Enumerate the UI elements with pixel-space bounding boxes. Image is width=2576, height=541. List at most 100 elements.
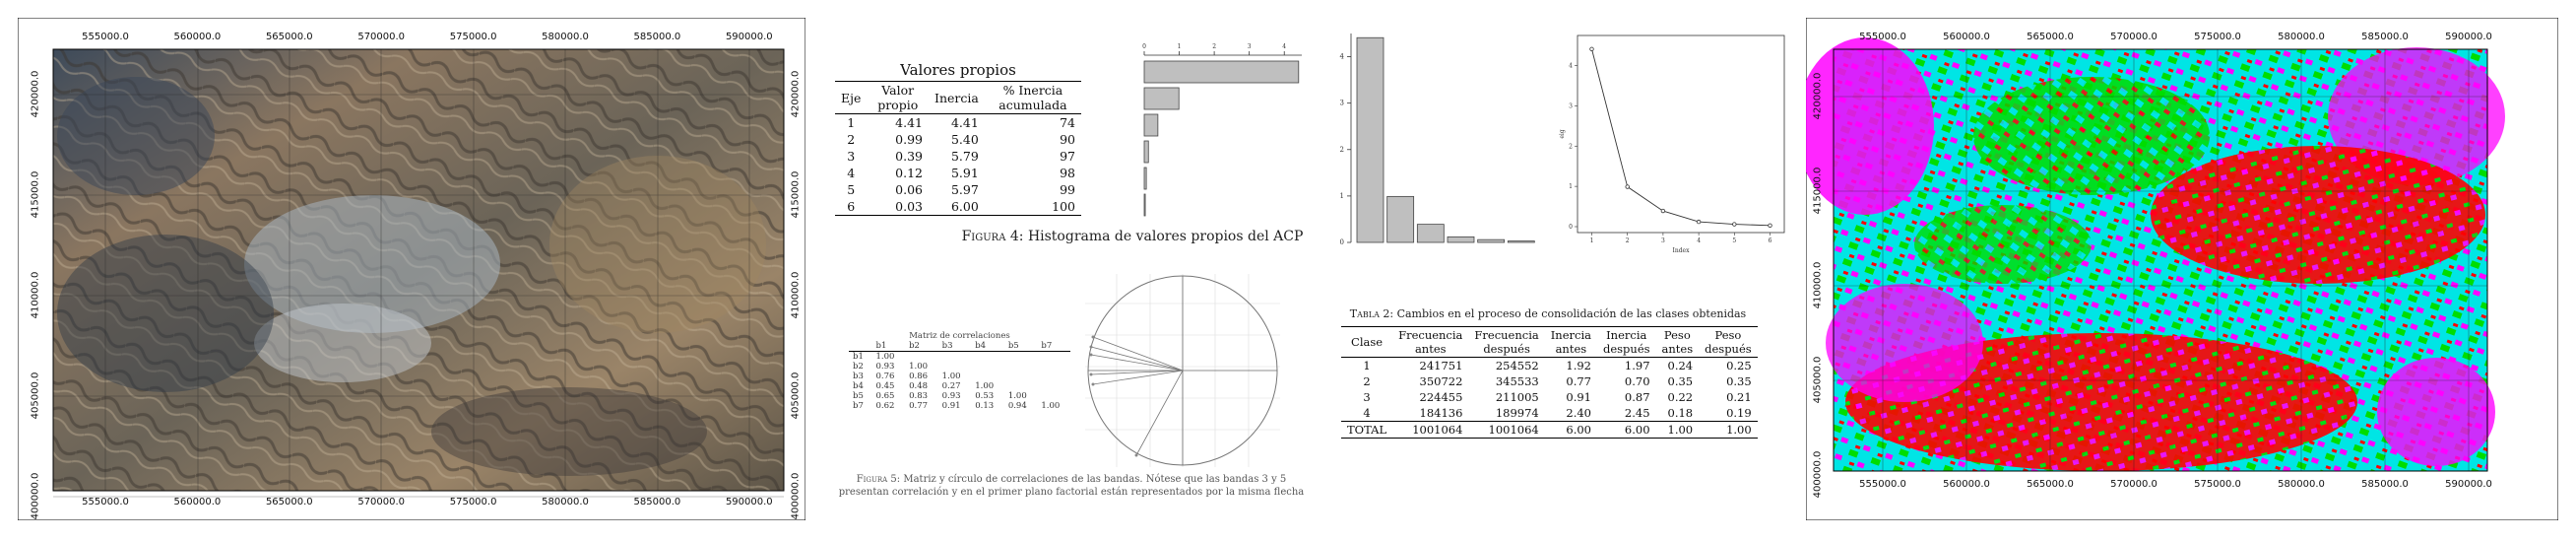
table-header-row: Clase Frecuencia antes Frecuencia después I… xyxy=(1341,326,1758,358)
column-header: b1 xyxy=(871,341,906,352)
table-cell xyxy=(1037,391,1070,401)
table-cell: 2.40 xyxy=(1566,406,1591,420)
x-tick-label: 590000.0 xyxy=(2445,32,2492,42)
fig5-label: Figura 5: xyxy=(856,474,901,485)
table-2-caption: Tabla 2: Cambios en el proceso de consol… xyxy=(1341,307,1755,320)
table-header-row: b1 b2 b3 b4 b5 b7 xyxy=(849,341,1070,352)
table-cell: 1.00 xyxy=(1041,401,1061,411)
x-tick-label: 575000.0 xyxy=(449,497,497,507)
table-cell: 0.94 xyxy=(1007,401,1027,411)
table-row: 4 0.12 5.91 98 xyxy=(835,165,1081,181)
fig4-label: Figura 4: xyxy=(961,229,1024,244)
table-cell xyxy=(938,362,972,372)
x-tick-label: 570000.0 xyxy=(357,497,406,507)
table-row: 2 0.99 5.40 90 xyxy=(835,131,1081,148)
y-tick-label: 2 xyxy=(1340,146,1344,154)
column-header: b4 xyxy=(971,341,1004,352)
satellite-map-panel: 555000.0 560000.0 565000.0 570000.0 575000.0… xyxy=(17,17,806,521)
y-tick-label: 1 xyxy=(1340,192,1344,200)
correlation-circle xyxy=(1071,274,1294,467)
table-cell: 0.27 xyxy=(941,381,961,391)
table-cell: 211005 xyxy=(1495,390,1539,404)
table-row: TOTAL 1001064 1001064 6.00 6.00 1.00 1.00 xyxy=(1341,421,1758,439)
y-tick-label: 405000.0 xyxy=(790,372,802,420)
x-tick-label: 565000.0 xyxy=(2027,479,2074,490)
table-cell: 1.00 xyxy=(975,381,995,391)
map-grid xyxy=(53,49,784,498)
figure-5-caption: Figura 5: Matriz y círculo de correlacio… xyxy=(835,473,1308,499)
plot-frame xyxy=(1577,34,1785,234)
x-tick-label: 590000.0 xyxy=(725,32,773,42)
x-tick-label: 575000.0 xyxy=(2194,479,2241,490)
y-tick-label: 3 xyxy=(1569,102,1573,109)
corr-arrows xyxy=(1090,336,1184,456)
table-cell: b1 xyxy=(853,352,864,362)
table-cell xyxy=(1037,362,1070,372)
table-2-panel: Tabla 2: Cambios en el proceso de consol… xyxy=(1341,307,1758,439)
bar xyxy=(1143,87,1180,110)
table-cell: 2 xyxy=(1363,374,1371,388)
x-tick-label: 570000.0 xyxy=(2110,32,2157,42)
table-cell: 1 xyxy=(847,115,856,130)
column-header: Valor propio xyxy=(867,81,930,114)
bar xyxy=(1447,236,1475,243)
y-tick-label: 4 xyxy=(1340,53,1345,61)
x-tick-label: 1 xyxy=(1590,237,1594,244)
y-tick-label: 415000.0 xyxy=(790,170,802,219)
table-row: 4 184136 189974 2.40 2.45 0.18 0.19 xyxy=(1341,405,1758,422)
table-cell xyxy=(1004,372,1038,381)
table-cell: 4.41 xyxy=(895,115,924,130)
table-cell: 0.77 xyxy=(1566,374,1591,388)
x-tick-label: 555000.0 xyxy=(82,32,129,42)
table-cell: 5 xyxy=(847,182,856,197)
table-row: b4 0.45 0.48 0.27 1.00 xyxy=(849,381,1070,391)
table-cell: 1.00 xyxy=(941,372,961,381)
table-cell: 5.79 xyxy=(950,149,979,164)
table-cell: 1 xyxy=(1363,359,1371,372)
table-cell: 1001064 xyxy=(1468,421,1545,439)
column-header: % Inercia acumulada xyxy=(984,81,1081,114)
bar xyxy=(1416,224,1445,243)
hbar-svg: 0 1 2 3 4 xyxy=(1142,43,1302,217)
x-tick-label: 2 xyxy=(1212,43,1216,50)
x-axis-label: Index xyxy=(1672,247,1690,254)
table-cell: 98 xyxy=(1060,166,1075,180)
y-tick-label: 420000.0 xyxy=(790,70,802,118)
table-row: 3 0.39 5.79 97 xyxy=(835,148,1081,165)
table-cell: 0.93 xyxy=(875,362,895,372)
x-tick-label: 580000.0 xyxy=(2278,479,2325,490)
table-cell: 3 xyxy=(1363,390,1371,404)
table-row: 3 224455 211005 0.91 0.87 0.22 0.21 xyxy=(1341,389,1758,405)
table-cell xyxy=(1004,352,1038,363)
x-tick-label: 1 xyxy=(1178,43,1182,50)
column-header: b5 xyxy=(1003,341,1038,352)
table-cell: 0.06 xyxy=(895,182,924,197)
table-row: 6 0.03 6.00 100 xyxy=(835,198,1081,216)
fig5-text: Matriz y círculo de correlaciones de las… xyxy=(838,474,1305,498)
table-cell: 0.53 xyxy=(975,391,995,401)
bar xyxy=(1477,238,1506,243)
corr-matrix-title: Matriz de correlaciones xyxy=(909,331,1010,341)
x-tick-label: 2 xyxy=(1626,237,1630,244)
figure-4-caption: Figura 4: Histograma de valores propios … xyxy=(945,229,1320,244)
table-cell: 0.70 xyxy=(1624,374,1650,388)
horizontal-eigen-bar-chart: 0 1 2 3 4 xyxy=(1140,39,1306,227)
x-tick-label: 560000.0 xyxy=(173,32,222,42)
table-2: Clase Frecuencia antes Frecuencia después I… xyxy=(1341,326,1758,439)
table2-label: Tabla 2: xyxy=(1349,307,1394,320)
column-header xyxy=(849,341,872,352)
x-tick-label: 580000.0 xyxy=(2278,32,2325,42)
table-cell: 2 xyxy=(847,132,856,147)
eigen-table: Eje Valor propio Inercia% Inercia acumulad… xyxy=(835,81,1081,216)
table-cell: 1.97 xyxy=(1624,359,1650,372)
y-axis-label: eig xyxy=(1559,129,1566,138)
table-cell: 0.18 xyxy=(1667,406,1694,420)
table-cell: 1001064 xyxy=(1392,421,1469,439)
table-cell: 1.92 xyxy=(1566,359,1591,372)
y-tick-label: 420000.0 xyxy=(1812,72,1824,120)
x-tick-label: 585000.0 xyxy=(2361,479,2409,490)
table-cell: 0.62 xyxy=(875,401,895,411)
data-point xyxy=(1732,222,1737,227)
table-cell: 6.00 xyxy=(1596,421,1656,439)
table-cell: b5 xyxy=(853,391,864,401)
